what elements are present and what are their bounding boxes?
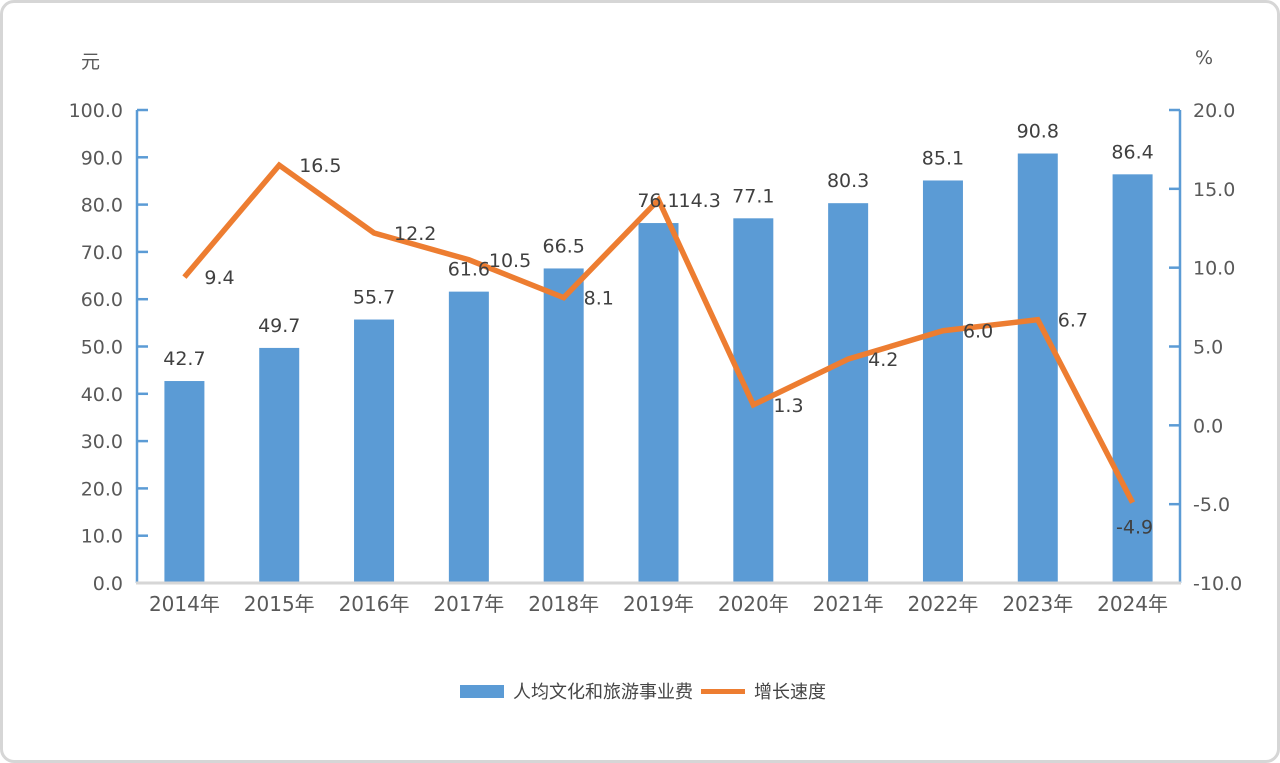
right-axis-tick-label: -5.0 bbox=[1193, 494, 1230, 516]
left-axis-tick-label: 50.0 bbox=[81, 337, 123, 359]
x-axis-label-2017: 2017年 bbox=[433, 592, 504, 616]
x-axis-label-2019: 2019年 bbox=[623, 592, 694, 616]
line-data-label-2018: 8.1 bbox=[584, 288, 614, 310]
chart-legend: 人均文化和旅游事业费 增长速度 bbox=[3, 674, 1277, 708]
left-axis-unit-label: 元 bbox=[81, 51, 101, 73]
right-axis-tick-label: 0.0 bbox=[1193, 415, 1223, 437]
bar-2018 bbox=[543, 268, 584, 583]
right-axis-tick-label: 20.0 bbox=[1193, 100, 1235, 122]
bar-2019 bbox=[638, 223, 679, 583]
line-data-label-2024: -4.9 bbox=[1116, 517, 1153, 539]
right-axis-tick-label: -10.0 bbox=[1193, 573, 1242, 595]
bar-2023 bbox=[1017, 153, 1058, 584]
right-axis-tick-label: 5.0 bbox=[1193, 337, 1223, 359]
bar-2014 bbox=[164, 381, 205, 583]
left-axis-tick-label: 70.0 bbox=[81, 242, 123, 264]
bar-data-label-2014: 42.7 bbox=[163, 348, 205, 370]
bar-2024 bbox=[1112, 174, 1153, 583]
right-axis-tick-label: 15.0 bbox=[1193, 179, 1235, 201]
line-data-label-2016: 12.2 bbox=[394, 223, 436, 245]
line-data-label-2022: 6.0 bbox=[963, 321, 993, 343]
bar-data-label-2024: 86.4 bbox=[1111, 141, 1153, 163]
x-axis-label-2023: 2023年 bbox=[1002, 592, 1073, 616]
line-data-label-2019: 14.3 bbox=[679, 190, 721, 212]
left-axis-tick-label: 30.0 bbox=[81, 431, 123, 453]
line-data-label-2014: 9.4 bbox=[204, 267, 234, 289]
bar-2017 bbox=[448, 291, 489, 583]
left-axis-tick-label: 100.0 bbox=[69, 100, 123, 122]
bar-2015 bbox=[259, 347, 300, 583]
legend-item-bar-series: 人均文化和旅游事业费 bbox=[460, 678, 693, 704]
line-series-swatch-icon bbox=[701, 688, 745, 694]
line-series-legend-label: 增长速度 bbox=[754, 682, 826, 703]
legend-item-line-series: 增长速度 bbox=[701, 678, 826, 704]
bar-2022 bbox=[922, 180, 963, 584]
x-axis-label-2018: 2018年 bbox=[528, 592, 599, 616]
x-axis-label-2014: 2014年 bbox=[149, 592, 220, 616]
left-axis-tick-label: 60.0 bbox=[81, 289, 123, 311]
bar-data-label-2023: 90.8 bbox=[1017, 121, 1059, 143]
combo-chart-canvas: 100.0 90.0 80.0 70.0 60.0 50.0 40.0 30.0 20.0 10.… bbox=[69, 100, 1243, 616]
right-axis-tick-label: 10.0 bbox=[1193, 258, 1235, 280]
bar-2016 bbox=[354, 319, 395, 583]
line-data-label-2023: 6.7 bbox=[1058, 310, 1088, 332]
bar-data-label-2017: 61.6 bbox=[448, 259, 490, 281]
x-axis-label-2020: 2020年 bbox=[718, 592, 789, 616]
x-axis-label-2015: 2015年 bbox=[244, 592, 315, 616]
right-axis-unit-label: % bbox=[1195, 47, 1214, 69]
line-data-label-2015: 16.5 bbox=[299, 155, 341, 177]
bar-2021 bbox=[828, 203, 869, 583]
bar-data-label-2015: 49.7 bbox=[258, 315, 300, 337]
x-axis-label-2022: 2022年 bbox=[908, 592, 979, 616]
x-axis-label-2016: 2016年 bbox=[339, 592, 410, 616]
left-axis-tick-label: 40.0 bbox=[81, 384, 123, 406]
line-data-label-2017: 10.5 bbox=[489, 250, 531, 272]
growth-rate-line bbox=[182, 161, 1136, 504]
left-axis-tick-label: 0.0 bbox=[93, 573, 123, 595]
bar-data-label-2022: 85.1 bbox=[922, 147, 964, 169]
left-axis-tick-label: 90.0 bbox=[81, 147, 123, 169]
left-axis-tick-label: 10.0 bbox=[81, 526, 123, 548]
bar-data-label-2020: 77.1 bbox=[732, 185, 774, 207]
x-axis-label-2024: 2024年 bbox=[1097, 592, 1168, 616]
bar-data-label-2016: 55.7 bbox=[353, 287, 395, 309]
bar-series-legend-label: 人均文化和旅游事业费 bbox=[513, 682, 693, 703]
left-axis-tick-label: 80.0 bbox=[81, 195, 123, 217]
bar-data-label-2019: 76.1 bbox=[637, 190, 679, 212]
line-data-label-2021: 4.2 bbox=[868, 349, 898, 371]
x-axis-label-2021: 2021年 bbox=[813, 592, 884, 616]
left-axis-tick-label: 20.0 bbox=[81, 478, 123, 500]
bar-data-label-2021: 80.3 bbox=[827, 170, 869, 192]
bar-data-label-2018: 66.5 bbox=[543, 235, 585, 257]
bar-series-swatch-icon bbox=[460, 684, 504, 698]
line-data-label-2020: 1.3 bbox=[773, 395, 803, 417]
